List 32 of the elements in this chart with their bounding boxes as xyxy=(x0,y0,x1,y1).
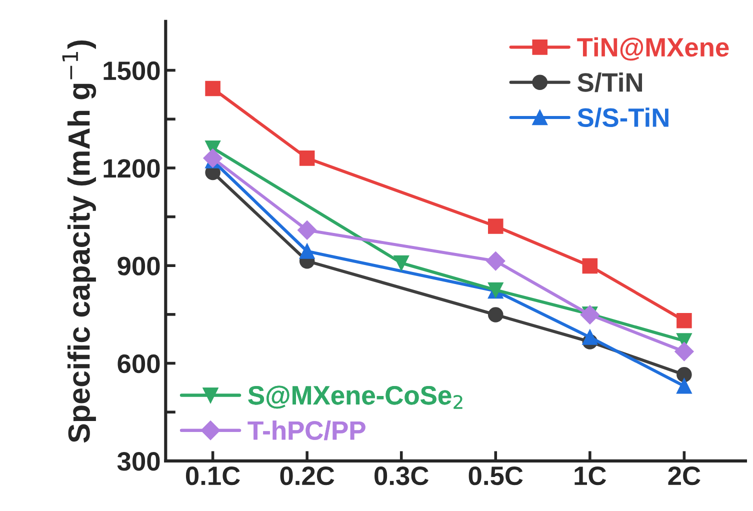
legend-label: S/TiN xyxy=(578,72,642,92)
y-tick-label: 1200 xyxy=(104,159,160,178)
x-tick-label: 2C xyxy=(668,466,700,486)
point xyxy=(486,252,506,271)
y-tick-label: 900 xyxy=(118,256,160,276)
point xyxy=(488,218,504,234)
y-axis-title: Specific capacity (mAh g$^{−1}$) xyxy=(62,40,96,443)
point xyxy=(488,307,504,322)
x-tick-label: 0.2C xyxy=(280,466,334,486)
legend-label: TiN@MXene xyxy=(577,37,729,61)
point xyxy=(676,312,692,328)
point xyxy=(582,330,598,345)
point xyxy=(674,342,694,362)
point xyxy=(205,80,220,96)
legend-label: S@MXene-CoSe$_{2}$ xyxy=(248,386,462,409)
legend-label: T-hPC/PP xyxy=(248,420,366,440)
y-tick-label: 300 xyxy=(117,452,160,471)
point xyxy=(299,244,315,259)
point xyxy=(299,150,315,166)
point xyxy=(203,148,222,168)
legend-label: S/S-TiN xyxy=(578,108,668,128)
x-tick-label: 0.3C xyxy=(374,466,429,486)
point xyxy=(298,220,317,240)
x-tick-label: 0.5C xyxy=(468,466,523,486)
y-tick-label: 600 xyxy=(118,354,160,374)
y-tick-label: 1500 xyxy=(104,61,160,80)
point xyxy=(676,378,692,394)
point xyxy=(394,255,409,271)
x-tick-label: 0.1C xyxy=(186,466,240,486)
point xyxy=(582,258,598,274)
x-tick-label: 1C xyxy=(574,466,606,486)
point xyxy=(676,367,692,382)
